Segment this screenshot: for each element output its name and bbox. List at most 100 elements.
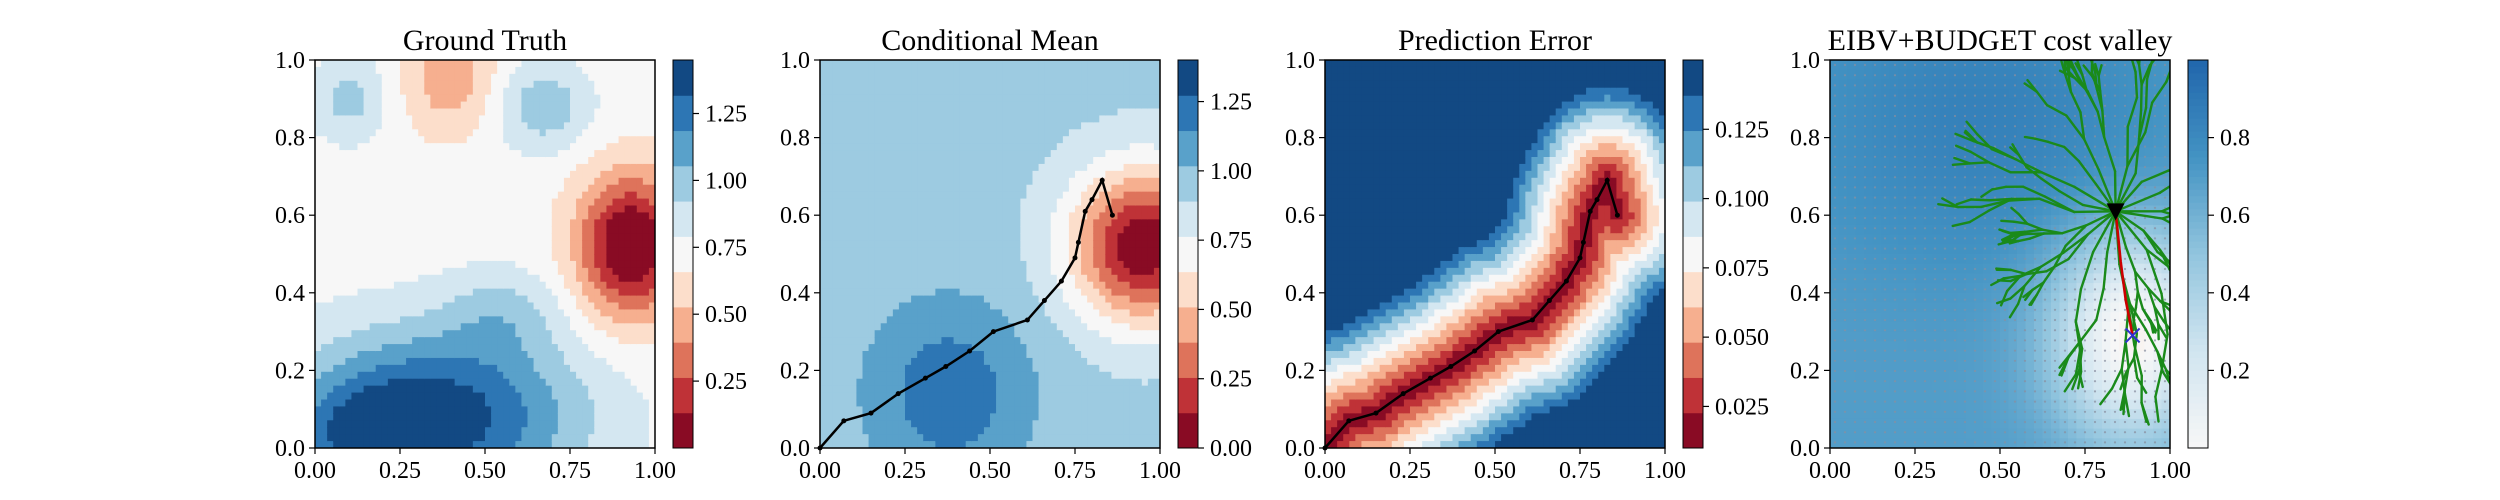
heatmap-cell [393,288,401,297]
heatmap-cell [406,73,413,82]
heatmap-cell [563,198,571,207]
heatmap-cell [941,240,949,248]
heatmap-cell [454,420,462,428]
heatmap-cell [911,392,918,401]
heatmap-cell [898,191,906,200]
heatmap-cell [935,115,943,123]
heatmap-cell [533,136,541,144]
heatmap-cell [618,143,626,151]
heatmap-cell [527,66,535,75]
heatmap-cell [381,399,389,408]
heatmap-cell [533,157,541,165]
heatmap-cell [521,157,529,165]
heatmap-cell [436,364,444,373]
heatmap-cell [321,378,328,387]
heatmap-cell [874,323,882,331]
heatmap-cell [826,351,833,359]
heatmap-cell [315,60,322,68]
heatmap-cell [400,143,407,151]
heatmap-cell [923,108,930,117]
heatmap-cell [642,316,650,324]
heatmap-cell [844,441,851,448]
heatmap-cell [375,115,383,123]
heatmap-cell [618,191,626,200]
heatmap-cell [466,205,474,214]
heatmap-cell [856,226,864,234]
heatmap-cell [351,434,359,442]
heatmap-cell [570,122,577,130]
heatmap-cell [868,233,876,241]
heatmap-cell [339,302,346,311]
heatmap-cell [953,371,961,380]
heatmap-cell [430,157,438,165]
heatmap-cell [594,60,601,68]
heatmap-cell [454,406,462,414]
heatmap-cell [412,441,419,448]
heatmap-cell [929,157,936,165]
heatmap-cell [387,129,395,137]
heatmap-cell [880,226,888,234]
heatmap-cell [369,295,377,304]
heatmap-cell [862,129,870,137]
heatmap-cell [436,66,444,75]
heatmap-cell [460,295,468,304]
heatmap-cell [333,101,340,110]
heatmap-cell [600,80,608,89]
heatmap-cell [491,392,498,401]
heatmap-cell [387,434,395,442]
heatmap-cell [868,254,876,262]
heatmap-cell [630,205,638,214]
heatmap-cell [406,399,413,408]
heatmap-cell [935,378,943,387]
heatmap-cell [448,330,456,338]
heatmap-cell [965,385,973,394]
heatmap-cell [886,150,894,158]
heatmap-cell [375,240,383,248]
heatmap-cell [630,281,638,290]
heatmap-cell [624,150,632,158]
heatmap-cell [826,385,833,394]
heatmap-cell [923,420,930,428]
heatmap-cell [515,101,523,110]
heatmap-cell [503,316,510,324]
heatmap-cell [497,219,504,227]
heatmap-cell [363,247,371,255]
heatmap-cell [381,60,389,68]
heatmap-cell [412,427,419,435]
heatmap-cell [570,115,577,123]
heatmap-cell [570,357,577,366]
heatmap-cell [1014,136,1021,144]
heatmap-cell [375,191,383,200]
heatmap-cell [533,392,541,401]
heatmap-cell [387,115,395,123]
heatmap-cell [826,157,833,165]
heatmap-cell [539,434,547,442]
heatmap-cell [977,73,985,82]
heatmap-cell [448,364,456,373]
heatmap-cell [557,80,565,89]
heatmap-cell [582,150,589,158]
heatmap-cell [430,129,438,137]
heatmap-cell [460,406,468,414]
heatmap-cell [868,399,876,408]
heatmap-cell [363,351,371,359]
heatmap-cell [959,406,967,414]
heatmap-cell [874,260,882,269]
heatmap-cell [911,420,918,428]
heatmap-cell [832,385,839,394]
heatmap-cell [521,66,529,75]
heatmap-cell [588,434,595,442]
heatmap-cell [539,136,547,144]
heatmap-cell [600,281,608,290]
heatmap-cell [460,122,468,130]
heatmap-cell [327,434,334,442]
heatmap-cell [820,143,827,151]
heatmap-cell [636,309,644,317]
heatmap-cell [345,136,353,144]
heatmap-cell [466,108,474,117]
heatmap-cell [990,302,997,311]
heatmap-cell [515,427,523,435]
heatmap-cell [345,267,353,276]
heatmap-cell [971,73,979,82]
heatmap-cell [363,66,371,75]
